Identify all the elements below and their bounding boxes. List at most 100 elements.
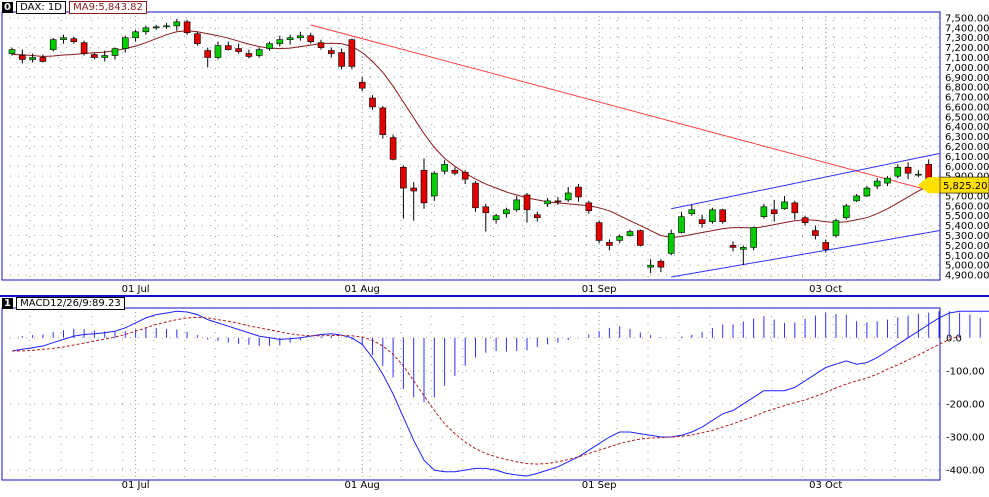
candle-body — [853, 195, 860, 202]
candle — [791, 200, 799, 220]
price-y-tick-label: 6,500.00 — [945, 112, 989, 123]
candle — [245, 49, 253, 59]
candle — [173, 18, 181, 31]
price-y-tick-label: 5,000.00 — [945, 261, 989, 272]
candle-body — [111, 48, 119, 56]
candle — [369, 95, 376, 110]
candle-body — [760, 206, 768, 218]
candle-body — [410, 187, 418, 192]
candle — [451, 167, 459, 176]
candle — [575, 184, 582, 202]
candle-body — [297, 35, 304, 39]
candle-body — [307, 35, 315, 42]
candle — [8, 47, 16, 56]
candle — [709, 207, 716, 224]
candle-body — [657, 260, 665, 268]
candle — [595, 220, 603, 244]
candle — [616, 234, 624, 244]
candle — [225, 41, 232, 51]
top-pane-index[interactable]: 0 — [2, 2, 13, 13]
candle — [122, 35, 129, 53]
candle — [235, 43, 242, 54]
candle-body — [915, 173, 922, 176]
price-y-tick-label: 6,600.00 — [945, 102, 989, 113]
candle — [482, 203, 490, 232]
candle-body — [400, 166, 407, 189]
ma-label[interactable]: MA9:5,843.82 — [69, 1, 147, 14]
candle-body — [564, 192, 572, 201]
candle-body — [698, 219, 706, 224]
instrument-label[interactable]: DAX: 1D — [16, 1, 66, 14]
price-y-tick-label: 6,800.00 — [945, 83, 989, 94]
candle — [781, 195, 788, 210]
candle — [492, 213, 500, 224]
candle-body — [225, 45, 232, 50]
candle-body — [379, 107, 387, 135]
candle-body — [719, 209, 727, 222]
candle — [18, 49, 26, 64]
candle-body — [358, 81, 366, 89]
candle-body — [91, 54, 98, 58]
candle-body — [317, 42, 325, 48]
candle — [101, 50, 108, 62]
candle — [441, 160, 448, 175]
x-tick-label: 01 Sep — [582, 284, 617, 295]
candle — [410, 182, 418, 221]
candle-body — [183, 21, 191, 34]
candle — [544, 197, 551, 207]
candle — [729, 241, 737, 252]
candle-body — [204, 50, 211, 58]
candle-body — [389, 137, 397, 160]
candle-body — [585, 202, 593, 212]
price-y-tick-label: 7,200.00 — [945, 43, 989, 54]
candle — [606, 239, 613, 251]
x-tick-label: 01 Sep — [582, 480, 617, 491]
candle — [70, 36, 78, 44]
price-y-tick-label: 6,000.00 — [945, 162, 989, 173]
candle — [461, 170, 469, 185]
candle — [358, 77, 366, 92]
price-y-tick-label: 6,200.00 — [945, 142, 989, 153]
candle-body — [678, 216, 685, 233]
candle-body — [688, 209, 696, 215]
candle — [132, 29, 139, 42]
x-tick-label: 03 Oct — [809, 480, 842, 491]
candle-body — [441, 163, 448, 172]
candle — [657, 259, 665, 273]
price-y-tick-label: 6,400.00 — [945, 122, 989, 133]
candle — [513, 195, 521, 212]
candle-body — [39, 57, 47, 62]
candle — [626, 229, 634, 237]
candle — [533, 211, 541, 222]
candle — [719, 208, 727, 224]
candle-body — [647, 264, 654, 268]
x-tick-label: 01 Jul — [122, 284, 150, 295]
candle — [564, 187, 572, 202]
candle-body — [873, 180, 881, 187]
bottom-pane-index[interactable]: 1 — [2, 298, 13, 309]
x-tick-label: 03 Oct — [809, 284, 842, 295]
candle — [647, 259, 654, 274]
candle — [183, 19, 191, 35]
candle-body — [503, 209, 510, 215]
macd-label[interactable]: MACD12/26/9:89.23 — [16, 297, 125, 310]
candle — [698, 214, 706, 228]
candle — [873, 178, 881, 190]
candle-body — [245, 53, 253, 57]
candle — [29, 53, 36, 63]
candle-body — [884, 177, 891, 184]
candle-body — [575, 186, 582, 198]
candle — [554, 196, 562, 205]
candle — [204, 47, 211, 68]
candle — [585, 200, 593, 214]
candle-body — [235, 48, 242, 52]
price-y-tick-label: 7,100.00 — [945, 53, 989, 64]
candle-body — [163, 25, 170, 28]
price-y-tick-label: 6,700.00 — [945, 93, 989, 104]
candle — [760, 203, 768, 219]
candle-body — [606, 242, 613, 246]
candle-body — [214, 45, 222, 58]
candle — [688, 204, 696, 216]
candle-body — [523, 194, 531, 211]
